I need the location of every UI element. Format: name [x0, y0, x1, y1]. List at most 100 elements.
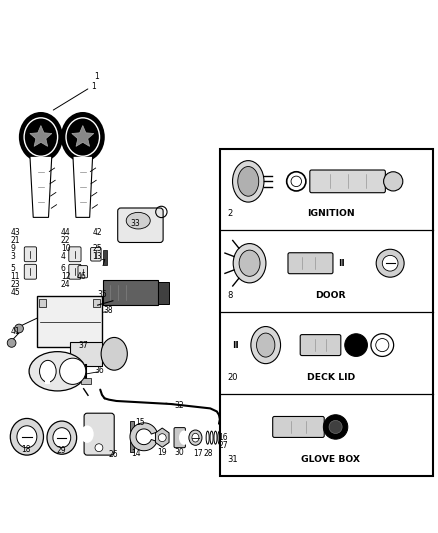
Text: 24: 24	[61, 280, 71, 289]
Text: 2: 2	[228, 209, 233, 218]
Circle shape	[384, 172, 403, 191]
Bar	[45, 374, 50, 384]
FancyBboxPatch shape	[273, 416, 324, 438]
Bar	[220, 149, 433, 476]
FancyBboxPatch shape	[310, 170, 385, 193]
FancyBboxPatch shape	[118, 208, 163, 243]
Circle shape	[329, 421, 342, 433]
Text: 46: 46	[77, 272, 86, 281]
Text: 36: 36	[95, 366, 104, 375]
Circle shape	[371, 334, 394, 357]
Text: 8: 8	[228, 291, 233, 300]
Text: 23: 23	[11, 280, 20, 289]
Circle shape	[158, 434, 166, 441]
Text: 44: 44	[61, 228, 71, 237]
Text: 37: 37	[78, 342, 88, 351]
Text: 1: 1	[95, 72, 99, 81]
Bar	[158, 282, 169, 303]
Text: 28: 28	[204, 449, 213, 458]
Circle shape	[60, 358, 86, 384]
Circle shape	[382, 255, 398, 271]
Ellipse shape	[126, 212, 150, 229]
Circle shape	[376, 249, 404, 277]
Text: 5: 5	[11, 264, 15, 273]
Text: 26: 26	[109, 450, 119, 459]
Text: 29: 29	[57, 446, 66, 455]
Circle shape	[291, 176, 301, 187]
Text: 27: 27	[218, 441, 228, 450]
Ellipse shape	[189, 430, 202, 445]
Polygon shape	[180, 431, 186, 444]
Text: IGNITION: IGNITION	[307, 209, 354, 218]
Circle shape	[287, 172, 306, 191]
Text: 42: 42	[92, 228, 102, 237]
Ellipse shape	[29, 352, 86, 391]
Ellipse shape	[53, 427, 71, 448]
Ellipse shape	[233, 160, 264, 202]
Text: 14: 14	[131, 449, 141, 458]
Circle shape	[376, 338, 389, 352]
Ellipse shape	[20, 113, 62, 161]
FancyBboxPatch shape	[24, 247, 36, 262]
FancyBboxPatch shape	[78, 265, 88, 278]
Text: 43: 43	[11, 228, 20, 237]
Bar	[93, 300, 100, 308]
Text: 31: 31	[228, 455, 238, 464]
Ellipse shape	[39, 360, 56, 382]
Text: 1: 1	[92, 82, 96, 91]
FancyBboxPatch shape	[84, 413, 114, 455]
Ellipse shape	[17, 426, 37, 448]
Polygon shape	[30, 156, 52, 217]
FancyBboxPatch shape	[24, 264, 36, 279]
FancyBboxPatch shape	[288, 253, 333, 274]
Text: 19: 19	[157, 448, 166, 457]
Text: 41: 41	[11, 327, 20, 336]
Text: 25: 25	[92, 244, 102, 253]
Text: 4: 4	[61, 252, 66, 261]
Polygon shape	[155, 428, 169, 447]
Text: 6: 6	[61, 264, 66, 273]
Text: 12: 12	[61, 272, 71, 281]
Text: 3: 3	[11, 252, 15, 261]
Text: 11: 11	[11, 272, 20, 281]
Circle shape	[7, 338, 16, 348]
Text: II: II	[338, 259, 345, 268]
Text: DECK LID: DECK LID	[307, 373, 355, 382]
FancyBboxPatch shape	[69, 247, 81, 262]
Text: 38: 38	[103, 305, 113, 314]
Text: 30: 30	[174, 448, 184, 457]
Ellipse shape	[62, 113, 104, 161]
FancyBboxPatch shape	[70, 342, 102, 366]
Text: 9: 9	[11, 244, 15, 253]
Bar	[103, 250, 107, 265]
Polygon shape	[30, 125, 52, 147]
Polygon shape	[73, 156, 92, 217]
FancyBboxPatch shape	[103, 280, 158, 305]
Ellipse shape	[47, 421, 77, 454]
Ellipse shape	[238, 166, 259, 196]
Text: 17: 17	[193, 449, 202, 458]
Bar	[130, 422, 134, 452]
Ellipse shape	[81, 425, 94, 443]
FancyBboxPatch shape	[69, 264, 81, 279]
Text: 10: 10	[61, 244, 71, 253]
Text: GLOVE BOX: GLOVE BOX	[301, 455, 360, 464]
FancyBboxPatch shape	[174, 427, 185, 448]
Text: 33: 33	[131, 219, 141, 228]
FancyBboxPatch shape	[300, 335, 341, 356]
Bar	[37, 296, 102, 346]
Ellipse shape	[239, 250, 260, 276]
Circle shape	[323, 415, 348, 439]
Text: 7: 7	[100, 259, 105, 268]
Text: 13: 13	[92, 252, 102, 261]
Polygon shape	[130, 423, 157, 451]
Bar	[39, 300, 46, 308]
Text: 22: 22	[61, 236, 71, 245]
Ellipse shape	[257, 333, 275, 357]
Text: 35: 35	[98, 289, 107, 298]
Ellipse shape	[101, 337, 127, 370]
Text: 32: 32	[174, 401, 184, 410]
Polygon shape	[72, 125, 94, 147]
Text: 21: 21	[11, 236, 20, 245]
Text: 45: 45	[11, 288, 20, 297]
